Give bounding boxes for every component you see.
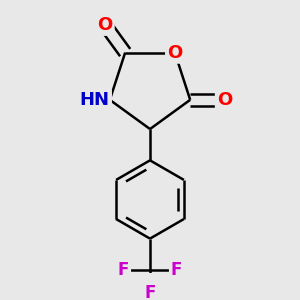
Text: F: F (118, 261, 129, 279)
Text: F: F (144, 284, 156, 300)
Text: O: O (97, 16, 112, 34)
Text: F: F (171, 261, 182, 279)
Text: HN: HN (80, 91, 110, 109)
Text: O: O (167, 44, 182, 62)
Text: O: O (217, 91, 232, 109)
